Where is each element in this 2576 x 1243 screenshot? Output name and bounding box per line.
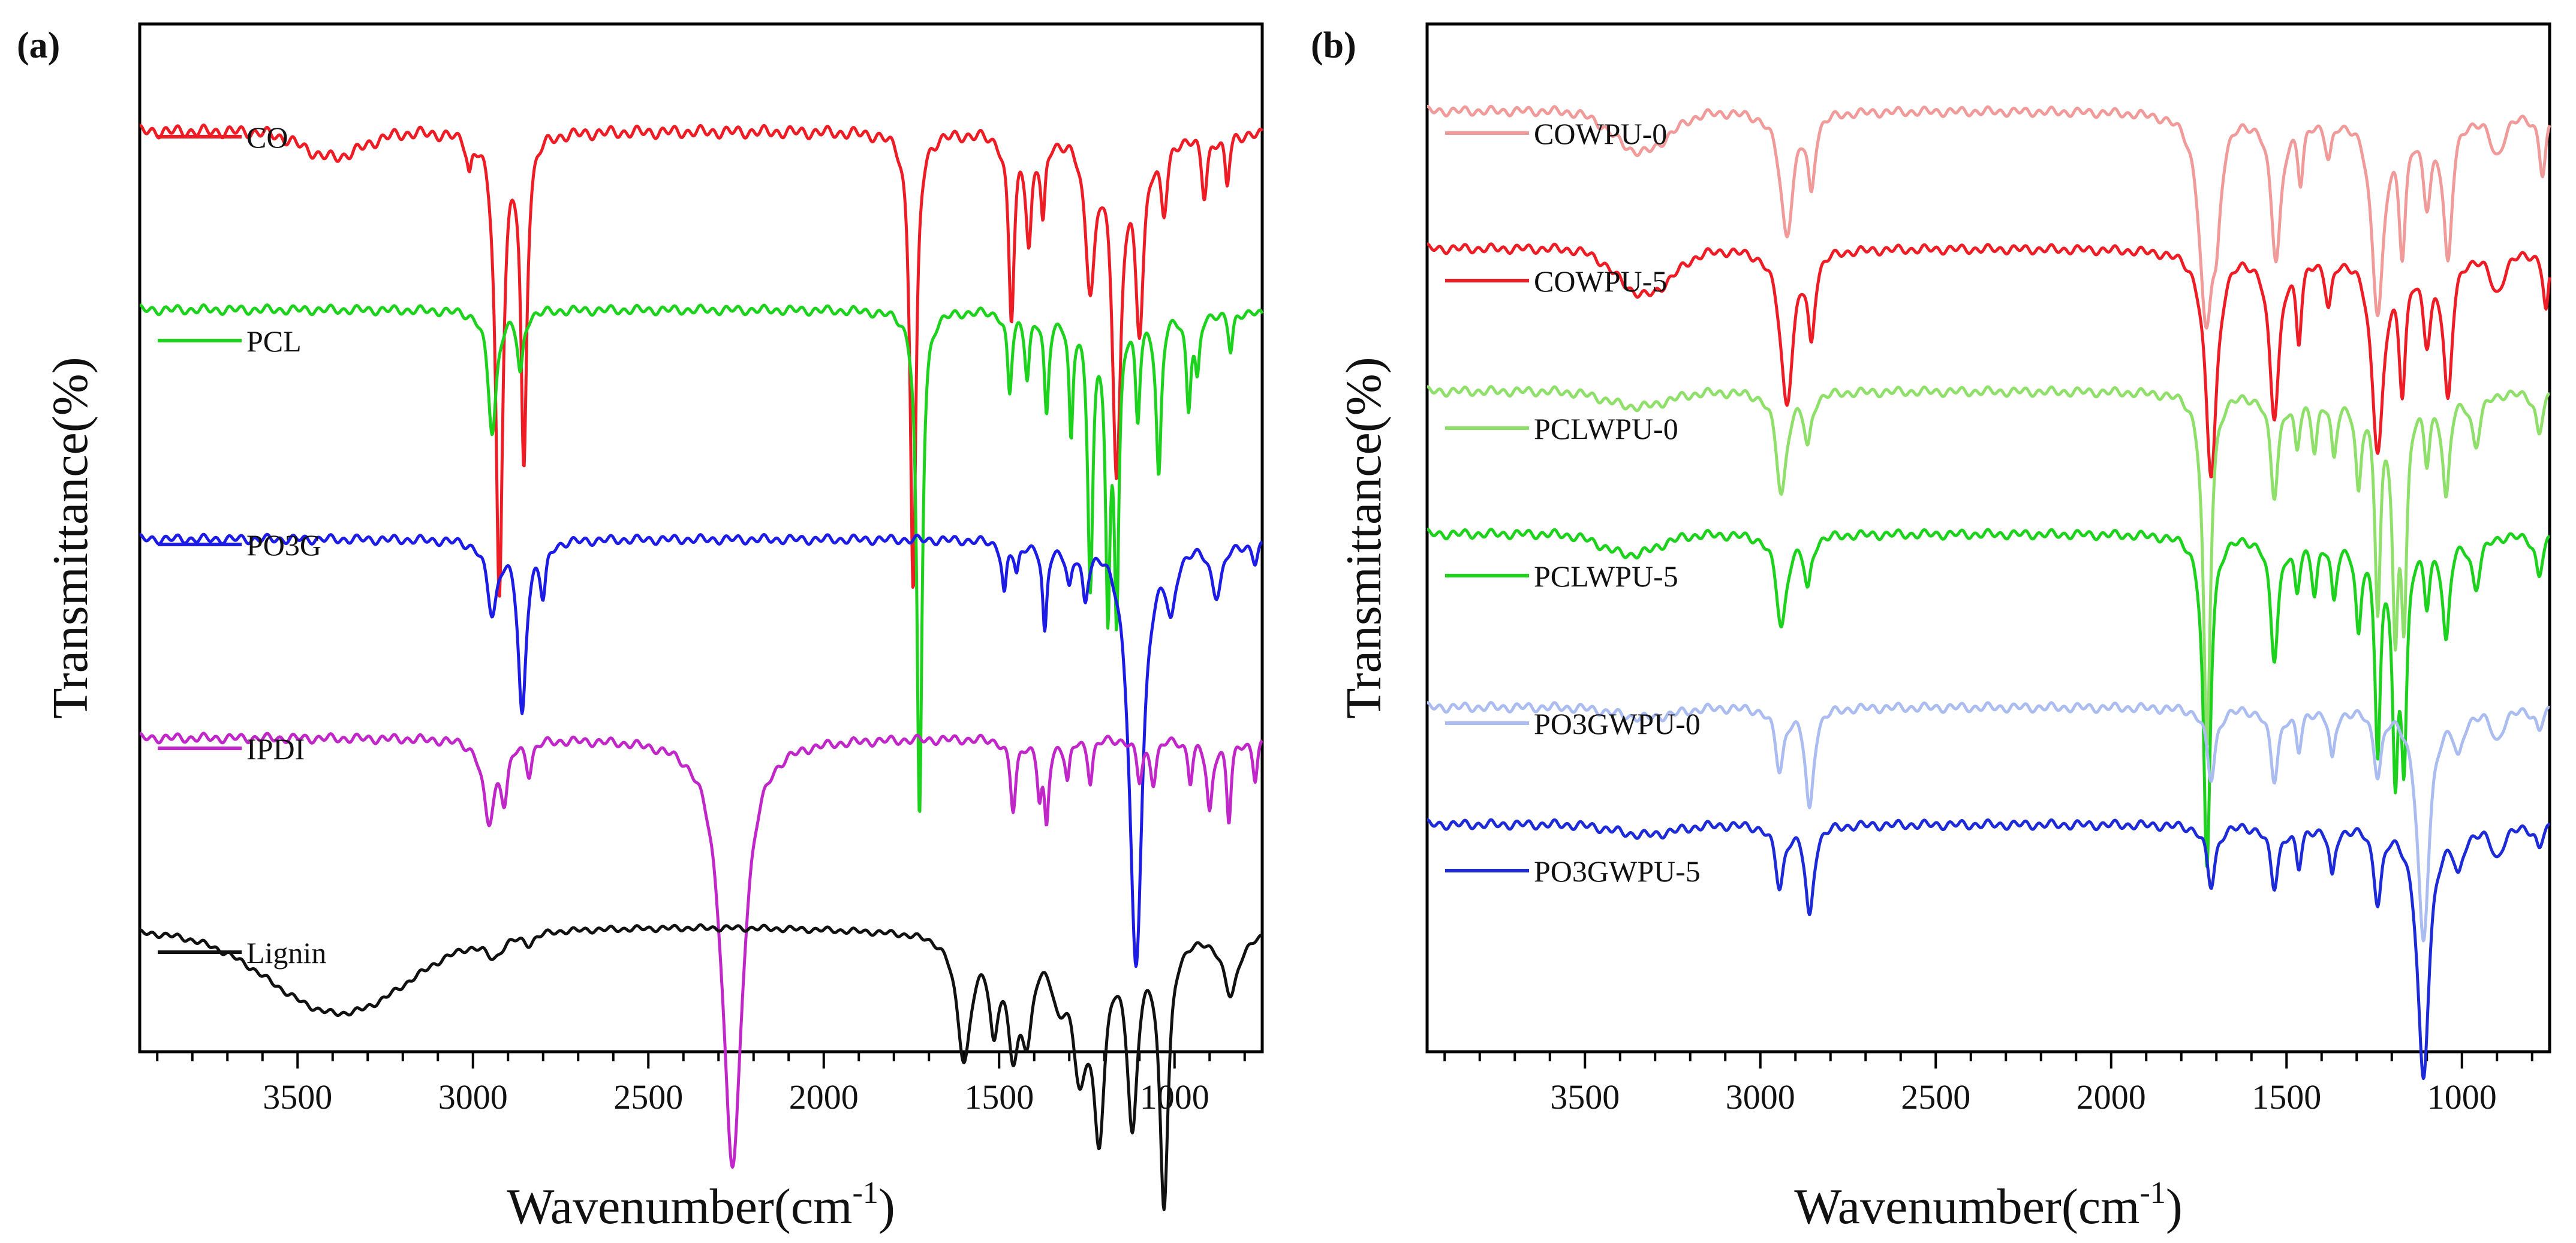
legend-label-lignin: Lignin [246,936,326,970]
x-tick-label-2000: 2000 [2077,1078,2146,1116]
x-tick-label-1000: 1000 [1140,1078,1209,1116]
x-tick-label-2500: 2500 [613,1078,683,1116]
x-tick-label-2500: 2500 [1901,1078,1970,1116]
x-axis-title-b: Wavenumber(cm-1) [1794,1176,2183,1235]
legend-label-cowpu-5: COWPU-5 [1534,264,1667,298]
legend-label-pclwpu-0: PCLWPU-0 [1534,412,1678,446]
legend-label-pcl: PCL [246,324,302,358]
x-tick-label-1000: 1000 [2427,1078,2497,1116]
panel-label-a: (a) [17,25,60,66]
series-line-co [139,124,1264,598]
x-tick-label-1500: 1500 [2252,1078,2321,1116]
series-line-po3g [139,532,1263,968]
series-line-cowpu-0 [1426,104,2551,330]
series-group-a [139,124,1264,1211]
x-tick-label-2000: 2000 [789,1078,859,1116]
legend-label-ipdi: IPDI [246,732,305,766]
series-line-pclwpu-5 [1426,528,2551,869]
y-axis-title-b: Transmittance(%) [1336,357,1392,718]
legend-label-po3g: PO3G [246,528,321,562]
series-line-ipdi [139,732,1263,1169]
x-tick-label-3500: 3500 [263,1078,332,1116]
series-line-po3gwpu-5 [1426,818,2551,1081]
x-tick-label-3500: 3500 [1550,1078,1620,1116]
y-axis-title-a: Transmittance(%) [43,357,98,718]
panel-label-b: (b) [1311,25,1356,66]
x-axis-title-b-close: ) [2166,1179,2183,1235]
legend-label-po3gwpu-5: PO3GWPU-5 [1534,854,1701,888]
legend-label-po3gwpu-0: PO3GWPU-0 [1534,707,1701,741]
x-tick-label-1500: 1500 [964,1078,1034,1116]
panel-a: (a) 3500 3000 2500 2000 1500 1000 CO PCL PO3G IP… [17,22,1264,1235]
x-axis-title-a-sup: -1 [853,1176,878,1210]
legend-label-cowpu-0: COWPU-0 [1534,117,1667,151]
x-axis-title-a-main: Wavenumber(cm [507,1179,852,1235]
series-line-pclwpu-0 [1426,385,2551,746]
series-line-cowpu-5 [1426,242,2551,478]
x-tick-label-3000: 3000 [1726,1078,1795,1116]
x-axis-b: 3500 3000 2500 2000 1500 1000 [1443,1052,2533,1116]
series-group-b [1426,104,2551,1081]
x-tick-label-3000: 3000 [438,1078,508,1116]
legend-label-co: CO [246,121,288,154]
series-line-pcl [139,303,1264,813]
x-axis-title-a-close: ) [878,1179,895,1235]
series-line-po3gwpu-0 [1426,701,2551,943]
x-axis-title-a: Wavenumber(cm-1) [507,1176,895,1235]
x-axis-a: 3500 3000 2500 2000 1500 1000 [156,1052,1246,1116]
x-axis-title-b-main: Wavenumber(cm [1794,1179,2139,1235]
panel-b: (b) 3500 3000 2500 2000 1500 1000 COWPU-0COWP… [1311,22,2551,1235]
x-axis-title-b-sup: -1 [2140,1176,2166,1210]
plot-frame-a [138,22,1264,1054]
legend-label-pclwpu-5: PCLWPU-5 [1534,559,1678,593]
legend-b: COWPU-0 COWPU-5 PCLWPU-0 PCLWPU-5 PO3GWPU-0 P… [1445,117,1701,888]
legend-a: CO PCL PO3G IPDI Lignin [158,121,326,970]
series-line-lignin [139,923,1263,1211]
